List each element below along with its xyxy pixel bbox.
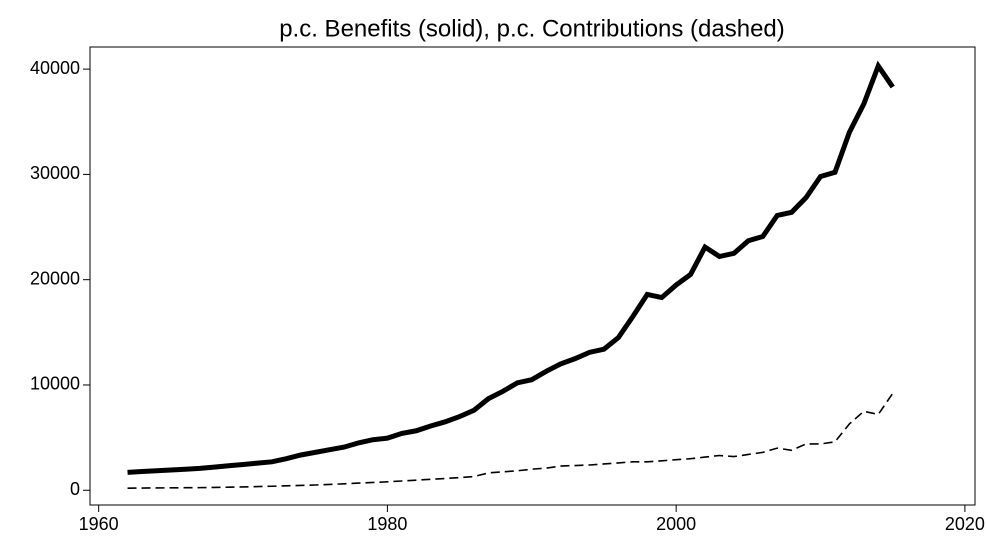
- y-tick-label: 0: [70, 479, 80, 499]
- y-tick-label: 40000: [30, 58, 80, 78]
- y-tick-label: 10000: [30, 374, 80, 394]
- y-tick-label: 20000: [30, 268, 80, 288]
- x-tick-label: 1980: [367, 514, 407, 534]
- x-tick-label: 2020: [945, 514, 985, 534]
- chart-title: p.c. Benefits (solid), p.c. Contribution…: [279, 15, 785, 42]
- plot-frame: [89, 46, 976, 506]
- series-line: [127, 60, 895, 475]
- x-tick-label: 1960: [79, 514, 119, 534]
- series-line: [127, 392, 894, 489]
- x-tick-label: 2000: [656, 514, 696, 534]
- y-tick-label: 30000: [30, 163, 80, 183]
